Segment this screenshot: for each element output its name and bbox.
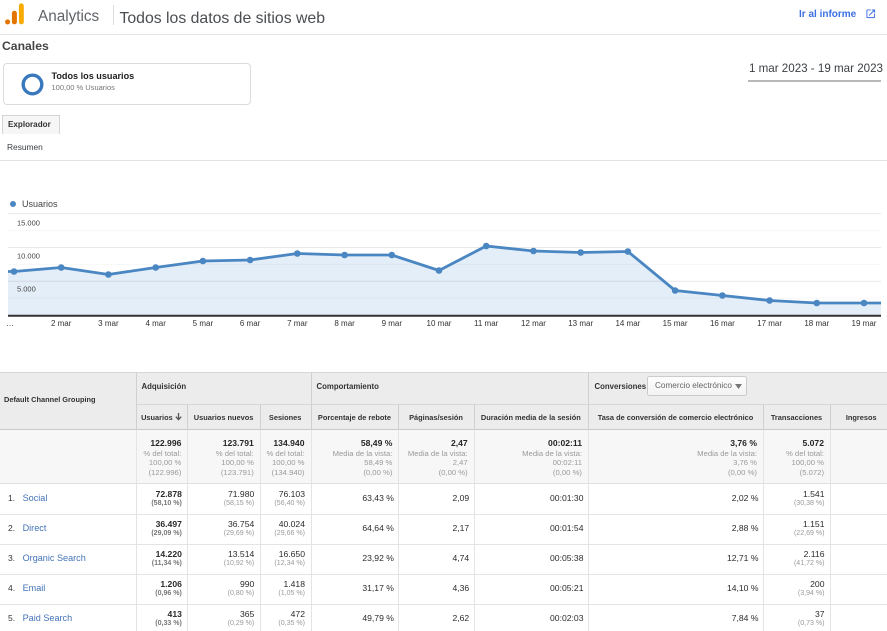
svg-text:5.000: 5.000 (17, 285, 36, 294)
svg-text:6 mar: 6 mar (240, 319, 261, 328)
svg-text:5 mar: 5 mar (193, 319, 214, 328)
svg-text:18 mar: 18 mar (804, 319, 829, 328)
svg-text:…: … (6, 319, 14, 328)
svg-text:19 mar: 19 mar (852, 319, 877, 328)
svg-text:14 mar: 14 mar (615, 319, 640, 328)
svg-text:15 mar: 15 mar (663, 319, 688, 328)
svg-text:10 mar: 10 mar (427, 319, 452, 328)
svg-text:11 mar: 11 mar (474, 319, 499, 328)
svg-text:10.000: 10.000 (17, 252, 40, 261)
svg-text:9 mar: 9 mar (382, 319, 403, 328)
svg-text:4 mar: 4 mar (145, 319, 166, 328)
svg-text:15.000: 15.000 (17, 219, 40, 228)
svg-text:7 mar: 7 mar (287, 319, 308, 328)
svg-text:13 mar: 13 mar (568, 319, 593, 328)
svg-text:2 mar: 2 mar (51, 319, 72, 328)
svg-text:17 mar: 17 mar (757, 319, 782, 328)
svg-text:8 mar: 8 mar (334, 319, 355, 328)
svg-text:12 mar: 12 mar (521, 319, 546, 328)
svg-text:16 mar: 16 mar (710, 319, 735, 328)
svg-text:3 mar: 3 mar (98, 319, 119, 328)
